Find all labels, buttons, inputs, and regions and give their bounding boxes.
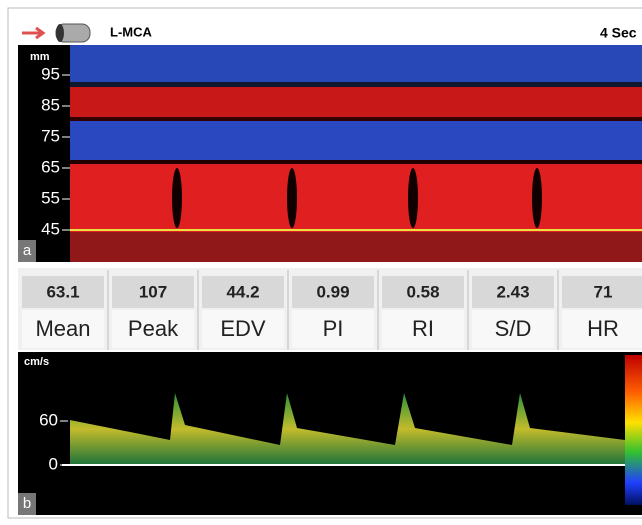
panel-label: a — [23, 242, 32, 259]
depth-label: 95 — [41, 64, 60, 83]
metric-name: RI — [412, 316, 434, 341]
velocity-label: 60 — [39, 410, 58, 429]
metric-value-bg — [382, 276, 464, 308]
metric-name-bg — [22, 310, 104, 348]
depth-axis-bg — [18, 45, 70, 262]
band-blue — [70, 120, 642, 162]
metric-value-bg — [562, 276, 642, 308]
band-red — [70, 85, 642, 120]
depth-unit: mm — [30, 51, 50, 63]
band-edge — [70, 160, 642, 164]
metric-name-bg — [292, 310, 374, 348]
probe-end — [56, 24, 64, 42]
metric-name: Peak — [128, 316, 179, 341]
metric-name-bg — [472, 310, 554, 348]
band-edge — [70, 82, 642, 87]
metric-name: Mean — [35, 316, 90, 341]
metric-value: 71 — [594, 282, 613, 301]
metric-name-bg — [382, 310, 464, 348]
depth-label: 85 — [41, 95, 60, 114]
metric-name: S/D — [495, 316, 532, 341]
metric-value: 0.58 — [406, 282, 439, 301]
metric-value-bg — [472, 276, 554, 308]
metric-name: EDV — [220, 316, 266, 341]
velocity-unit: cm/s — [24, 356, 49, 368]
vessel-label: L-MCA — [110, 24, 152, 39]
band-red — [70, 162, 642, 232]
metric-value: 63.1 — [46, 282, 79, 301]
metric-name-bg — [112, 310, 194, 348]
metric-name: PI — [323, 316, 344, 341]
metric-value: 0.99 — [316, 282, 349, 301]
metric-value-bg — [112, 276, 194, 308]
arrow-icon — [22, 26, 46, 40]
metric-value-bg — [292, 276, 374, 308]
metric-value: 107 — [139, 282, 167, 301]
flow-gaps — [172, 168, 542, 228]
band-dark-red — [70, 232, 642, 262]
frame — [7, 7, 642, 519]
metric-value-bg — [22, 276, 104, 308]
band-edge — [70, 117, 642, 121]
depth-label: 75 — [41, 126, 60, 145]
spectral-waveform — [70, 393, 625, 465]
panel-label-bg — [18, 240, 36, 262]
depth-label: 55 — [41, 188, 60, 207]
metric-name-bg — [562, 310, 642, 348]
metric-name: HR — [587, 316, 619, 341]
metric-value-bg — [202, 276, 284, 308]
velocity-label: 0 — [49, 454, 58, 473]
metric-value: 2.43 — [496, 282, 529, 301]
duration-label: 4 Sec — [600, 25, 637, 41]
depth-label: 45 — [41, 219, 60, 238]
metric-value: 44.2 — [226, 282, 259, 301]
band-blue — [70, 45, 642, 85]
metric-name-bg — [202, 310, 284, 348]
panel-label: b — [23, 495, 31, 512]
color-bar — [625, 355, 642, 505]
depth-label: 65 — [41, 157, 60, 176]
panel-label-bg — [18, 493, 36, 515]
